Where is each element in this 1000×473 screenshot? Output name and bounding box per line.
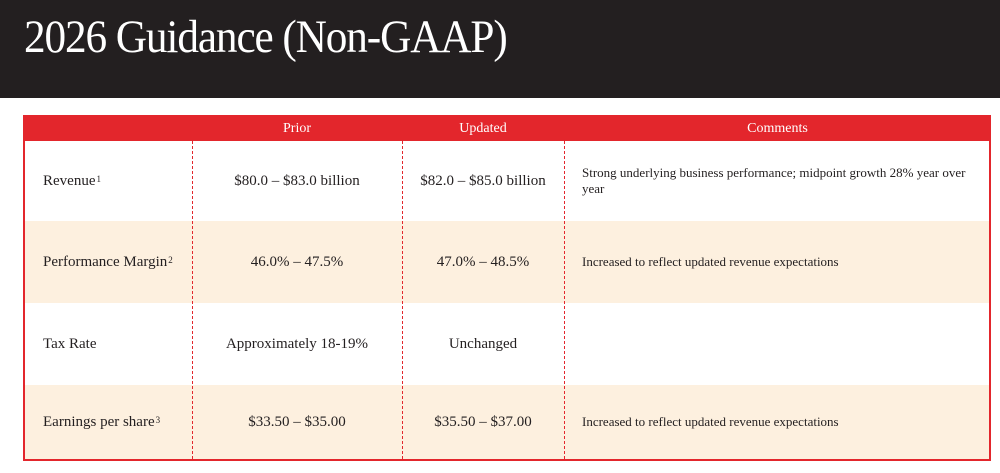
header-prior: Prior (283, 121, 311, 136)
footnote-marker: 2 (168, 255, 173, 265)
prior-value: $33.50 – $35.00 (248, 413, 346, 430)
comment-text: Increased to reflect updated revenue exp… (582, 414, 839, 429)
table-row-earnings-per-share: Earnings per share 3 $33.50 – $35.00 $35.… (25, 385, 989, 459)
title-banner: 2026 Guidance (Non-GAAP) (0, 0, 1000, 98)
prior-value: $80.0 – $83.0 billion (234, 172, 360, 189)
footnote-marker: 1 (96, 174, 101, 184)
row-label: Earnings per share 3 (25, 385, 192, 459)
row-label-text: Earnings per share (43, 413, 155, 430)
row-label: Tax Rate (25, 303, 192, 385)
column-divider (564, 141, 565, 459)
column-divider (402, 141, 403, 459)
updated-value: Unchanged (448, 335, 518, 352)
guidance-table: Prior Updated Comments Revenue 1 $80.0 – … (23, 115, 991, 461)
comment-text: Strong underlying business performance; … (582, 165, 966, 196)
column-divider (192, 141, 193, 459)
footnote-marker: 3 (155, 415, 161, 425)
table-row-revenue: Revenue 1 $80.0 – $83.0 billion $82.0 – $… (25, 141, 989, 221)
row-label-text: Revenue (43, 172, 96, 189)
row-label-text: Performance Margin (43, 253, 168, 270)
header-comments: Comments (747, 121, 808, 136)
table-header-row: Prior Updated Comments (25, 117, 989, 141)
prior-value: Approximately 18-19% (225, 335, 369, 352)
comment-text: Increased to reflect updated revenue exp… (582, 254, 839, 269)
prior-value: 46.0% – 47.5% (250, 253, 344, 270)
table-row-performance-margin: Performance Margin 2 46.0% – 47.5% 47.0% … (25, 221, 989, 303)
row-label: Performance Margin 2 (25, 221, 192, 303)
updated-value: 47.0% – 48.5% (436, 253, 530, 270)
comment-text (564, 303, 991, 385)
header-blank (25, 117, 192, 141)
row-label-text: Tax Rate (43, 335, 97, 352)
page-title: 2026 Guidance (Non-GAAP) (24, 11, 508, 63)
row-label: Revenue 1 (25, 141, 192, 221)
updated-value: $35.50 – $37.00 (434, 413, 532, 430)
table-row-tax-rate: Tax Rate Approximately 18-19% Unchanged (25, 303, 989, 385)
header-updated: Updated (459, 121, 507, 136)
updated-value: $82.0 – $85.0 billion (420, 172, 546, 189)
